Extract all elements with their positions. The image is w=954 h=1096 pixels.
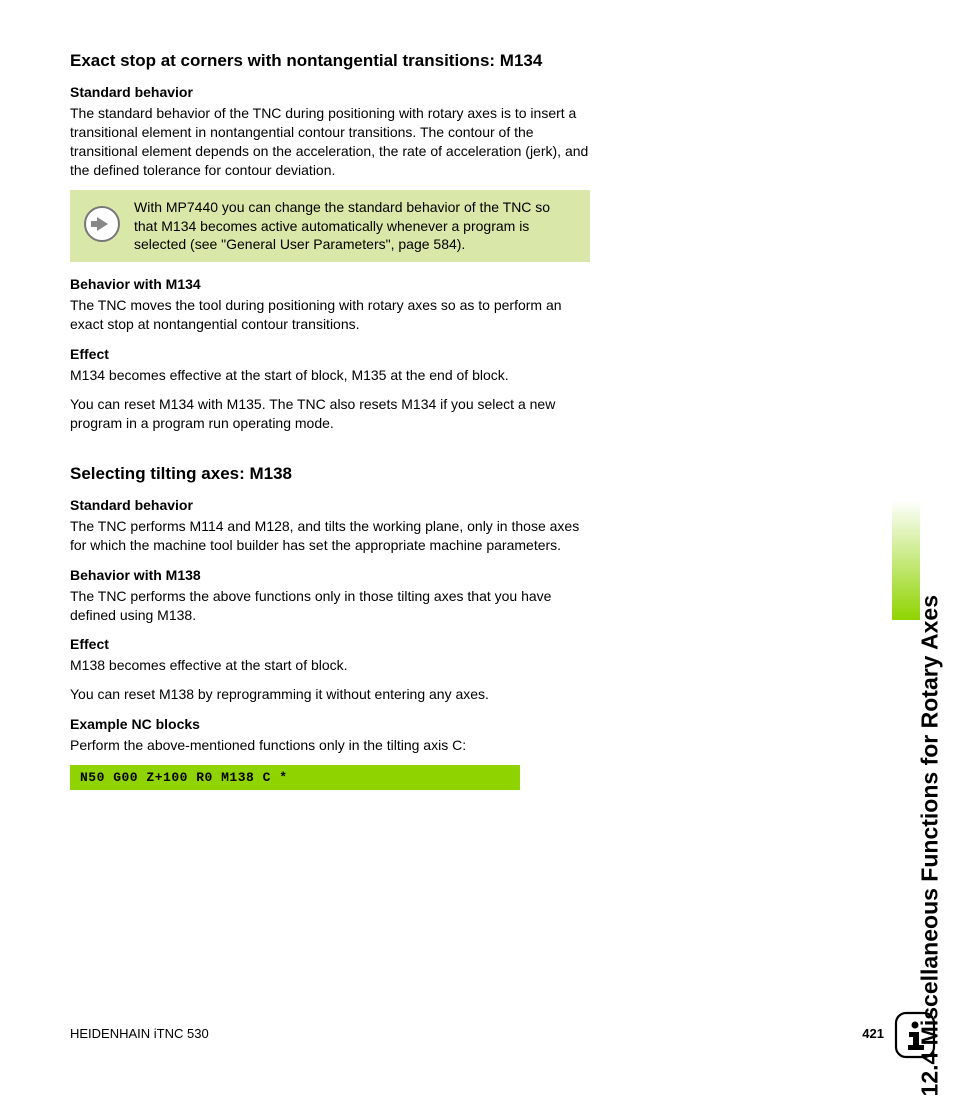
section-heading-m134: Exact stop at corners with nontangential… — [70, 50, 590, 72]
paragraph: You can reset M134 with M135. The TNC al… — [70, 395, 590, 433]
paragraph: M134 becomes effective at the start of b… — [70, 366, 590, 385]
page-number: 421 — [862, 1026, 884, 1041]
paragraph: The TNC moves the tool during positionin… — [70, 296, 590, 334]
main-content: Exact stop at corners with nontangential… — [70, 50, 590, 790]
side-chapter-title: 12.4 Miscellaneous Functions for Rotary … — [886, 40, 926, 610]
subheading-behavior-m138: Behavior with M138 — [70, 567, 590, 583]
paragraph: The standard behavior of the TNC during … — [70, 104, 590, 180]
page-footer: HEIDENHAIN iTNC 530 421 — [70, 1026, 884, 1041]
subheading-behavior-m134: Behavior with M134 — [70, 276, 590, 292]
paragraph: You can reset M138 by reprogramming it w… — [70, 685, 590, 704]
paragraph: M138 becomes effective at the start of b… — [70, 656, 590, 675]
subheading-standard-behavior: Standard behavior — [70, 497, 590, 513]
note-icon-wrap — [70, 198, 134, 242]
subheading-standard-behavior: Standard behavior — [70, 84, 590, 100]
note-box: With MP7440 you can change the standard … — [70, 190, 590, 263]
paragraph: Perform the above-mentioned functions on… — [70, 736, 590, 755]
paragraph: The TNC performs M114 and M128, and tilt… — [70, 517, 590, 555]
info-icon — [894, 1011, 936, 1059]
page: Exact stop at corners with nontangential… — [0, 0, 954, 1091]
paragraph: The TNC performs the above functions onl… — [70, 587, 590, 625]
section-heading-m138: Selecting tilting axes: M138 — [70, 463, 590, 485]
footer-product-name: HEIDENHAIN iTNC 530 — [70, 1026, 209, 1041]
nc-code-block: N50 G00 Z+100 R0 M138 C * — [70, 765, 520, 790]
note-text: With MP7440 you can change the standard … — [134, 198, 576, 255]
subheading-example-nc: Example NC blocks — [70, 716, 590, 732]
subheading-effect: Effect — [70, 346, 590, 362]
subheading-effect: Effect — [70, 636, 590, 652]
section-m138: Selecting tilting axes: M138 Standard be… — [70, 463, 590, 790]
arrow-right-icon — [84, 206, 120, 242]
